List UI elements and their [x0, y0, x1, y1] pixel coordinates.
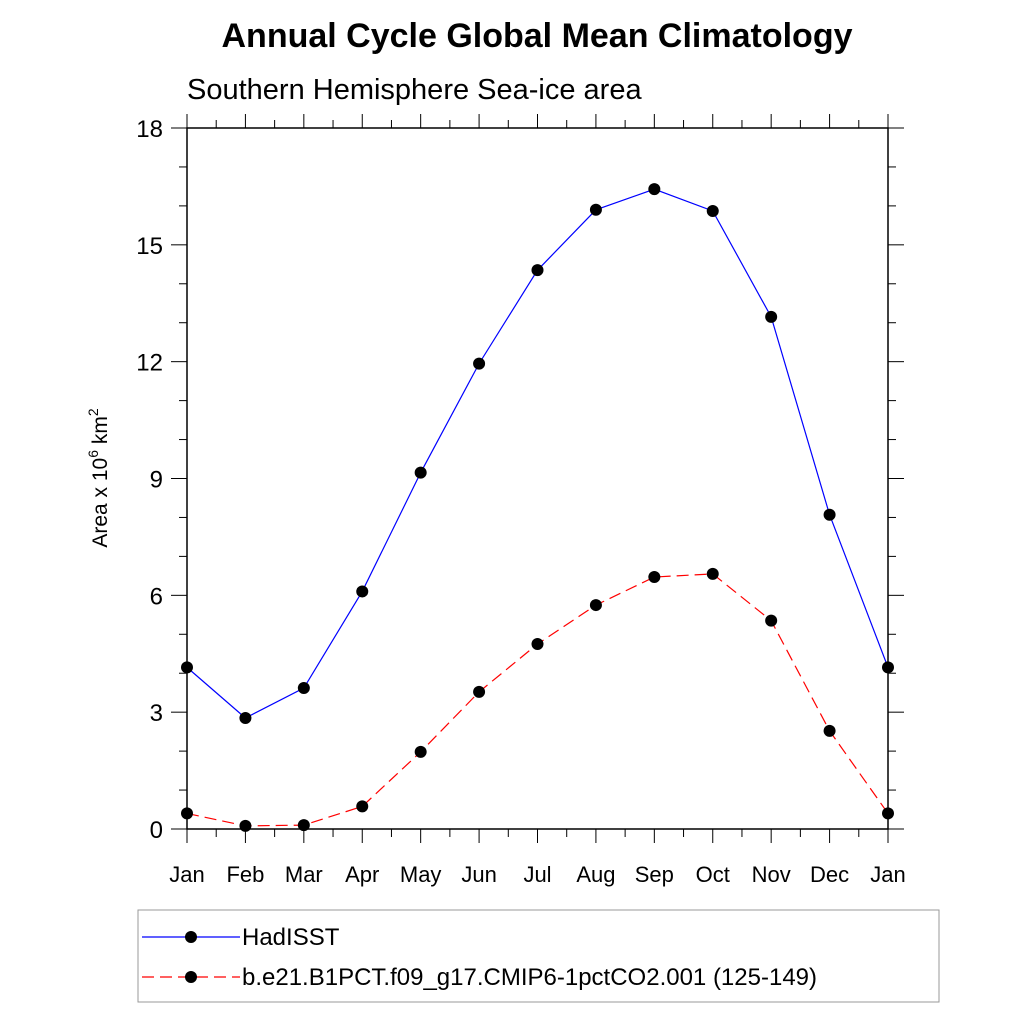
- series-point: [239, 819, 252, 832]
- x-tick-label: Dec: [810, 862, 849, 887]
- chart-subtitle: Southern Hemisphere Sea-ice area: [187, 74, 642, 106]
- series-markers: [181, 183, 894, 832]
- x-tick-label: May: [400, 862, 442, 887]
- series-point: [823, 724, 836, 737]
- series-point: [414, 466, 427, 479]
- series-point: [356, 800, 369, 813]
- series-point: [473, 685, 486, 698]
- plot-frame: [186, 127, 889, 830]
- series-point: [765, 310, 778, 323]
- x-tick-label: Jan: [870, 862, 905, 887]
- series-point: [765, 614, 778, 627]
- x-tick-label: Oct: [696, 862, 730, 887]
- series-point: [239, 712, 252, 725]
- x-tick-label: Nov: [752, 862, 791, 887]
- x-tick-label: Jan: [169, 862, 204, 887]
- series-point: [882, 807, 894, 820]
- series-point: [823, 508, 836, 521]
- y-axis-label: Area x 106 km2: [85, 408, 112, 548]
- legend-marker-hadisst: [185, 931, 197, 943]
- y-tick-label: 0: [150, 817, 163, 844]
- y-axis-label-prefix: Area x 10: [89, 458, 112, 548]
- y-tick-label: 3: [150, 700, 163, 727]
- y-tick-label: 12: [136, 350, 163, 377]
- legend: HadISST b.e21.B1PCT.f09_g17.CMIP6-1pctCO…: [137, 909, 940, 1003]
- x-tick-label: Jun: [461, 862, 496, 887]
- chart-title: Annual Cycle Global Mean Climatology: [222, 17, 853, 55]
- x-tick-label: Aug: [576, 862, 615, 887]
- y-axis-label-unit-exponent: 2: [85, 408, 101, 416]
- series-point: [531, 264, 544, 277]
- series-point: [531, 638, 544, 651]
- x-tick-label: Mar: [285, 862, 323, 887]
- series-lines: [186, 188, 889, 827]
- series-point: [181, 807, 193, 820]
- x-tick-label: Sep: [635, 862, 674, 887]
- series-point: [181, 661, 193, 674]
- series-point: [356, 585, 369, 598]
- x-tick-label: Feb: [226, 862, 264, 887]
- y-ticks: 0 3 6 9 12 15 18: [136, 116, 904, 844]
- series-point: [648, 571, 661, 584]
- y-tick-label: 15: [136, 233, 163, 260]
- series-point: [648, 183, 661, 196]
- y-axis-label-unit: km: [89, 416, 112, 450]
- y-tick-label: 9: [150, 467, 163, 494]
- series-point: [882, 661, 894, 674]
- y-tick-label: 18: [136, 116, 163, 143]
- series-point: [473, 357, 486, 370]
- y-axis-label-exponent: 6: [85, 450, 101, 458]
- series-point: [706, 567, 719, 580]
- x-ticks: Jan Feb Mar Apr May Jun Jul Aug Sep Oct Nov Dec Jan: [169, 114, 906, 887]
- legend-label-hadisst: HadISST: [242, 924, 340, 951]
- x-tick-label: Jul: [523, 862, 551, 887]
- series-point: [706, 204, 719, 217]
- series-point: [589, 599, 602, 612]
- x-tick-label: Apr: [345, 862, 379, 887]
- series-point: [297, 819, 310, 832]
- legend-label-cmip6: b.e21.B1PCT.f09_g17.CMIP6-1pctCO2.001 (1…: [242, 964, 817, 991]
- legend-box: [137, 909, 940, 1003]
- series-point: [589, 203, 602, 216]
- series-line-1: [186, 573, 889, 827]
- series-point: [297, 682, 310, 695]
- series-point: [414, 745, 427, 758]
- y-tick-label: 6: [150, 583, 163, 610]
- legend-marker-cmip6: [185, 971, 197, 983]
